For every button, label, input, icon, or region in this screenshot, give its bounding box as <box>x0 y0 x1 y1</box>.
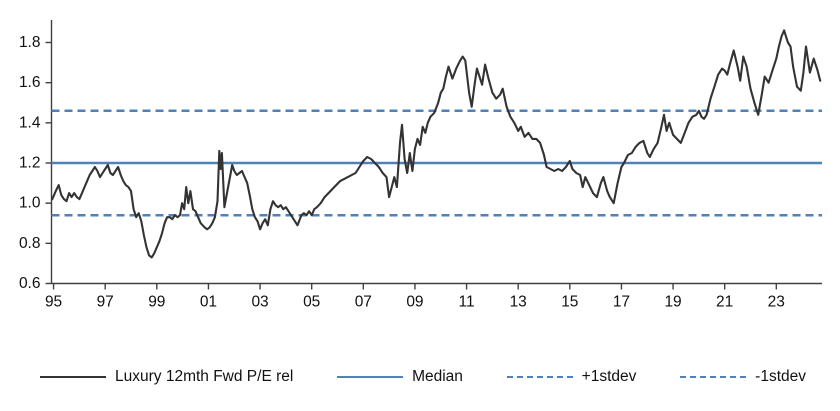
x-tick-label: 19 <box>664 294 681 311</box>
y-tick-label: 1.0 <box>19 195 41 212</box>
x-tick-label: 97 <box>97 294 114 311</box>
x-tick-label: 17 <box>613 294 630 311</box>
legend-item-luxury-pe: Luxury 12mth Fwd P/E rel <box>40 369 293 385</box>
y-tick-label: 1.6 <box>19 74 41 91</box>
legend-item-median: Median <box>337 369 463 385</box>
plus-1stdev-line-sample <box>506 375 573 379</box>
x-tick-label: 03 <box>251 294 268 311</box>
legend-label-median: Median <box>412 368 463 386</box>
x-tick-label: 13 <box>510 294 527 311</box>
x-tick-label: 23 <box>768 294 785 311</box>
y-tick-label: 0.6 <box>19 275 41 292</box>
legend-item-minus-1stdev: -1stdev <box>680 369 806 385</box>
x-tick-label: 21 <box>716 294 733 311</box>
x-tick-label: 15 <box>561 294 578 311</box>
y-tick-label: 1.8 <box>19 34 41 51</box>
legend-item-plus-1stdev: +1stdev <box>506 368 637 386</box>
legend-label-minus-1stdev: -1stdev <box>755 368 806 386</box>
chart-svg: 0.6 0.8 1.0 1.2 1.4 1.6 1.8 95 97 99 01 03 05 07 09 11 1… <box>19 20 822 311</box>
y-tick-label: 1.4 <box>19 114 41 131</box>
legend-label-luxury-pe: Luxury 12mth Fwd P/E rel <box>115 368 294 386</box>
x-tick-label: 07 <box>355 294 372 311</box>
luxury-pe-line-sample <box>40 375 106 379</box>
series-path <box>51 29 822 259</box>
chart-legend: Luxury 12mth Fwd P/E rel Median +1stdev … <box>0 345 840 409</box>
x-tick-label: 95 <box>45 294 62 311</box>
median-line-sample <box>337 375 404 379</box>
legend-label-plus-1stdev: +1stdev <box>581 368 637 386</box>
x-tick-label: 99 <box>148 294 165 311</box>
x-tick-label: 05 <box>303 294 320 311</box>
x-tick-label: 09 <box>406 294 423 311</box>
y-tick-label: 1.2 <box>19 154 41 171</box>
y-tick-label: 0.8 <box>19 235 41 252</box>
x-tick-label: 11 <box>459 294 475 311</box>
minus-1stdev-line-sample <box>680 375 747 379</box>
x-tick-label: 01 <box>200 294 217 311</box>
